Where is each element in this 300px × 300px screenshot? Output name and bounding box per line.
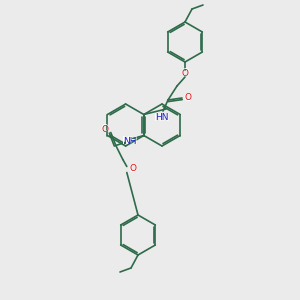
Text: HN: HN	[155, 113, 169, 122]
Text: O: O	[101, 125, 108, 134]
Text: NH: NH	[122, 136, 138, 146]
Text: O: O	[129, 164, 137, 173]
Text: O: O	[101, 124, 109, 134]
Text: O: O	[182, 68, 188, 77]
Text: NH: NH	[123, 137, 136, 146]
Text: O: O	[184, 94, 191, 103]
Text: O: O	[181, 68, 189, 78]
Text: O: O	[129, 164, 136, 173]
Text: HN: HN	[154, 113, 170, 123]
Text: O: O	[184, 93, 192, 103]
